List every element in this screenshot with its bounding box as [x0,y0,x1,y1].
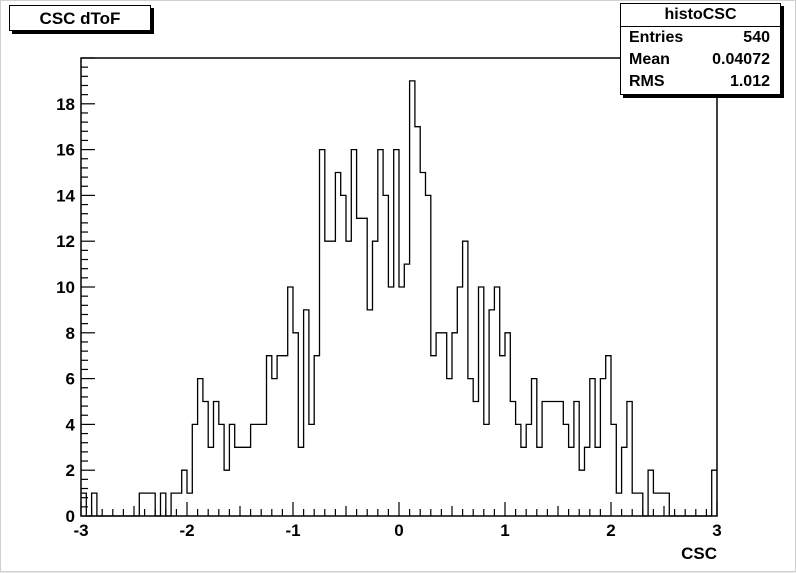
x-axis-title: CSC [681,544,717,563]
x-tick-label: 0 [394,521,403,540]
stats-value: 0.04072 [712,51,770,68]
y-tick-label: 18 [56,95,75,114]
y-tick-label: 14 [56,186,75,205]
stats-value: 1.012 [729,73,770,90]
y-tick-label: 2 [66,461,75,480]
x-tick-label: 2 [606,521,615,540]
y-tick-label: 0 [66,507,75,526]
y-tick-label: 4 [66,415,76,434]
stats-box: histoCSC Entries 540 Mean 0.04072 RMS 1.… [620,3,781,95]
stats-value: 540 [743,29,770,46]
y-tick-label: 8 [66,324,75,343]
chart-title: CSC dToF [9,5,151,31]
x-tick-label: -2 [179,521,194,540]
histogram-series [81,80,717,517]
x-tick-label: 3 [712,521,721,540]
x-tick-label: 1 [500,521,509,540]
stats-title: histoCSC [621,4,780,27]
stats-row-rms: RMS 1.012 [621,71,780,93]
x-tick-label: -1 [285,521,300,540]
x-tick-label: -3 [73,521,88,540]
histogram-outline [81,80,717,517]
stats-row-mean: Mean 0.04072 [621,49,780,71]
y-tick-label: 16 [56,141,75,160]
y-tick-label: 6 [66,370,75,389]
stats-row-entries: Entries 540 [621,27,780,49]
y-tick-label: 12 [56,232,75,251]
y-tick-label: 10 [56,278,75,297]
stats-label: Entries [629,29,684,46]
stats-label: RMS [629,73,665,90]
stats-label: Mean [629,51,670,68]
